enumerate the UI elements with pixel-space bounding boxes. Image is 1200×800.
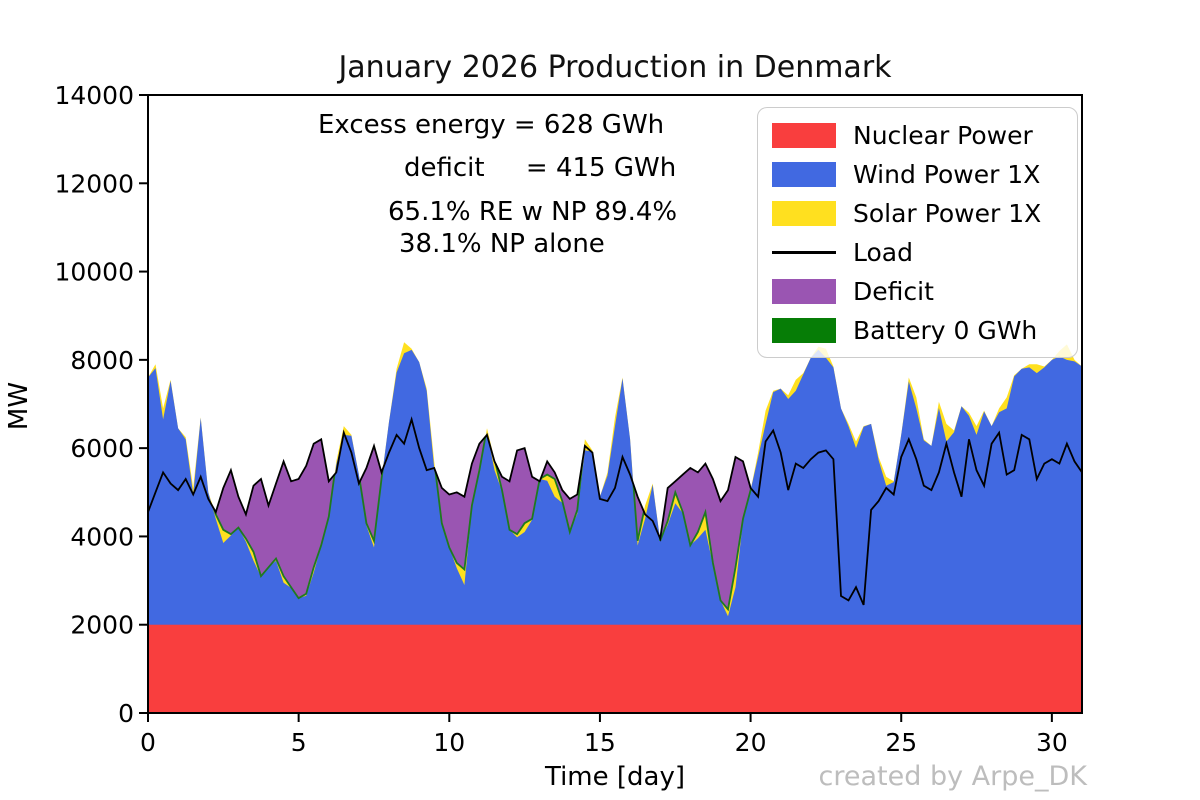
- deficit-bottom-edge: [632, 484, 645, 541]
- x-axis-label: Time [day]: [544, 762, 685, 792]
- annotation-re-share: 65.1% RE w NP 89.4%: [388, 197, 678, 227]
- legend-item-label: Battery 0 GWh: [853, 315, 1038, 345]
- nuclear-area: [148, 624, 1082, 713]
- legend-item-nuclear-power: Nuclear Power: [772, 117, 1067, 153]
- x-tick-label: 25: [885, 728, 917, 757]
- y-tick-label: 10000: [54, 258, 134, 287]
- x-tick-label: 0: [140, 728, 156, 757]
- chart-title: January 2026 Production in Denmark: [338, 50, 892, 85]
- plot-border: [147, 94, 1083, 714]
- legend-line-sample: [772, 250, 836, 254]
- deficit-area: [659, 457, 751, 610]
- annotation-np-share: 38.1% NP alone: [399, 229, 605, 259]
- x-tick-label: 15: [584, 728, 616, 757]
- legend-item-solar-power-1x: Solar Power 1X: [772, 195, 1067, 231]
- x-tick-label: 5: [291, 728, 307, 757]
- legend-item-load: Load: [772, 234, 1067, 270]
- y-tick-label: 6000: [70, 434, 134, 463]
- y-tick-label: 0: [118, 699, 134, 728]
- y-tick-label: 4000: [70, 522, 134, 551]
- deficit-bottom-edge: [213, 474, 336, 600]
- y-tick-label: 8000: [70, 346, 134, 375]
- deficit-area: [213, 439, 335, 599]
- deficit-area: [540, 460, 583, 532]
- deficit-bottom-edge: [540, 460, 584, 536]
- legend-item-battery-0-gwh: Battery 0 GWh: [772, 312, 1067, 348]
- deficit-bottom-edge: [434, 436, 487, 572]
- deficit-area: [435, 436, 486, 570]
- deficit-bottom-edge: [494, 463, 541, 536]
- x-tick-label: 20: [735, 728, 767, 757]
- x-tick-label: 10: [433, 728, 465, 757]
- annotation-excess-energy: Excess energy = 628 GWh: [318, 110, 665, 140]
- y-axis-label: MW: [4, 381, 34, 431]
- deficit-area: [633, 484, 644, 541]
- y-tick-label: 14000: [54, 81, 134, 110]
- legend-color-swatch: [772, 317, 836, 343]
- legend-color-swatch: [772, 200, 836, 226]
- deficit-bottom-edge: [359, 468, 384, 545]
- legend-item-deficit: Deficit: [772, 273, 1067, 309]
- y-tick-label: 2000: [70, 611, 134, 640]
- legend-item-label: Nuclear Power: [853, 120, 1033, 150]
- watermark: created by Arpe_DK: [818, 761, 1087, 792]
- legend-color-swatch: [772, 161, 836, 187]
- legend-item-label: Wind Power 1X: [853, 159, 1041, 189]
- y-tick-label: 12000: [54, 169, 134, 198]
- legend-item-label: Deficit: [853, 276, 934, 306]
- legend: Nuclear Power Wind Power 1X Solar Power 1X…: [757, 107, 1078, 358]
- legend-color-swatch: [772, 278, 836, 304]
- legend-item-wind-power-1x: Wind Power 1X: [772, 156, 1067, 192]
- legend-item-label: Solar Power 1X: [853, 198, 1042, 228]
- annotation-deficit: deficit = 415 GWh: [404, 153, 677, 183]
- legend-color-swatch: [772, 122, 836, 148]
- legend-item-label: Load: [853, 237, 913, 267]
- load-line: [148, 416, 1082, 606]
- x-tick-label: 30: [1036, 728, 1068, 757]
- wind-area: [148, 349, 1082, 713]
- deficit-bottom-edge: [658, 488, 752, 612]
